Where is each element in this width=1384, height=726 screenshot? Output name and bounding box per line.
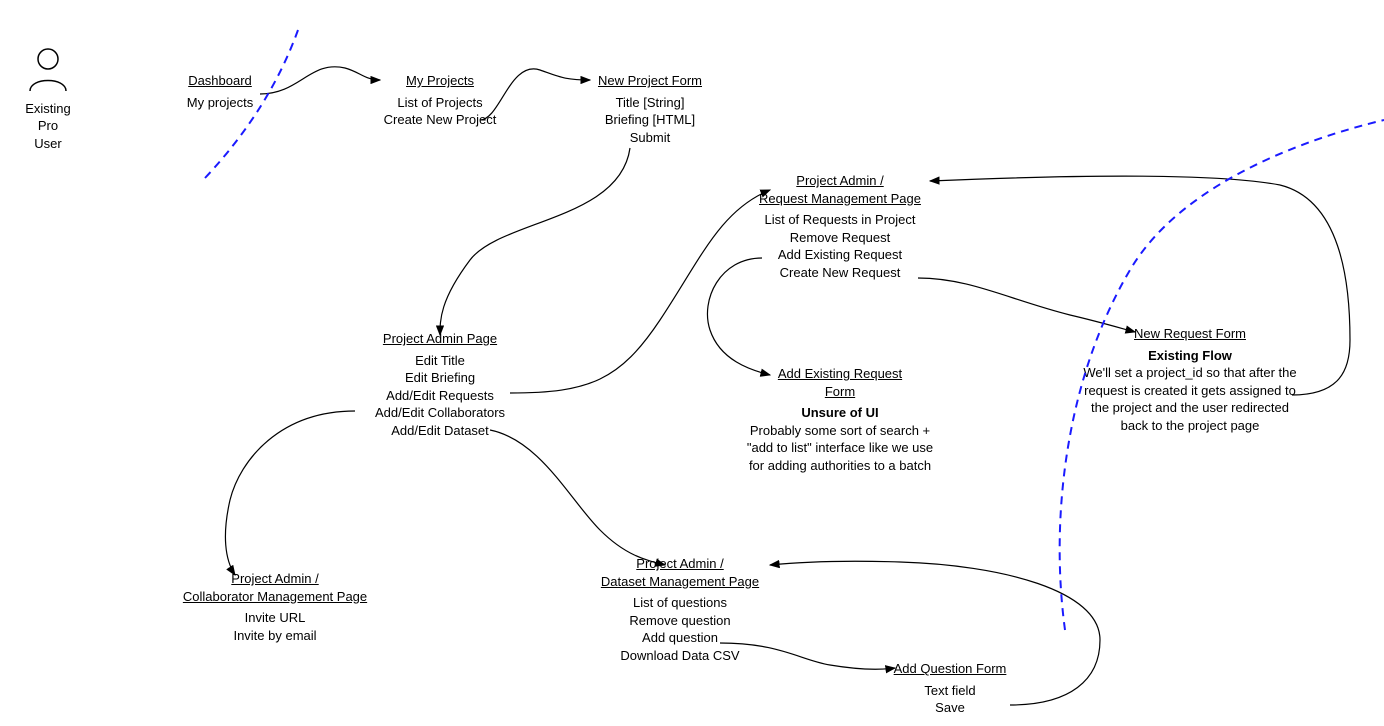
edge-admin-to-dataset (490, 430, 665, 565)
node-title: Add Question Form (870, 660, 1030, 678)
node-item: Title [String] (570, 94, 730, 112)
node-title: Project Admin Page (350, 330, 530, 348)
node-note-bold: Unsure of UI (740, 404, 940, 422)
node-my-projects: My Projects List of Projects Create New … (370, 72, 510, 129)
node-new-project-form: New Project Form Title [String] Briefing… (570, 72, 730, 146)
node-title: Dashboard (160, 72, 280, 90)
node-collaborator-management: Project Admin / Collaborator Management … (155, 570, 395, 644)
node-title: Project Admin / Collaborator Management … (155, 570, 395, 605)
user-icon (20, 45, 76, 95)
node-item: Text field (870, 682, 1030, 700)
node-item: Remove Request (740, 229, 940, 247)
node-dashboard: Dashboard My projects (160, 72, 280, 111)
node-title: New Request Form (1080, 325, 1300, 343)
node-item: Invite by email (155, 627, 395, 645)
node-item: Create New Project (370, 111, 510, 129)
node-item: Download Data CSV (570, 647, 790, 665)
node-item: Create New Request (740, 264, 940, 282)
node-add-existing-request-form: Add Existing Request Form Unsure of UI P… (740, 365, 940, 474)
node-item: Add/Edit Collaborators (350, 404, 530, 422)
node-item: Add question (570, 629, 790, 647)
node-item: Briefing [HTML] (570, 111, 730, 129)
node-title: My Projects (370, 72, 510, 90)
edge-newreq-back-to-reqmgmt-top (930, 176, 1280, 185)
diagram-canvas: Existing Pro User Dashboard My projects … (0, 0, 1384, 726)
node-item: Add/Edit Requests (350, 387, 530, 405)
actor-label: Existing Pro User (20, 100, 76, 153)
node-item: Remove question (570, 612, 790, 630)
edge-admin-to-collab (225, 411, 355, 575)
node-item: Add/Edit Dataset (350, 422, 530, 440)
node-item: My projects (160, 94, 280, 112)
node-request-management: Project Admin / Request Management Page … (740, 172, 940, 281)
node-item: Invite URL (155, 609, 395, 627)
node-note-bold: Existing Flow (1080, 347, 1300, 365)
edge-newproj-to-admin (440, 148, 630, 335)
node-item: Edit Title (350, 352, 530, 370)
node-title: Project Admin / Request Management Page (740, 172, 940, 207)
node-dataset-management: Project Admin / Dataset Management Page … (570, 555, 790, 664)
node-item: Add Existing Request (740, 246, 940, 264)
edge-admin-to-reqmgmt (510, 190, 770, 393)
node-title: Project Admin / Dataset Management Page (570, 555, 790, 590)
node-item: List of Projects (370, 94, 510, 112)
actor-existing-pro-user: Existing Pro User (20, 45, 76, 152)
edge-reqmgmt-create-to-newreq (918, 278, 1135, 332)
node-note: We'll set a project_id so that after the… (1080, 364, 1300, 434)
node-item: List of Requests in Project (740, 211, 940, 229)
node-item: Save (870, 699, 1030, 717)
node-new-request-form: New Request Form Existing Flow We'll set… (1080, 325, 1300, 434)
node-item: List of questions (570, 594, 790, 612)
node-add-question-form: Add Question Form Text field Save (870, 660, 1030, 717)
node-note: Probably some sort of search + "add to l… (740, 422, 940, 475)
node-title: Add Existing Request Form (740, 365, 940, 400)
node-project-admin-page: Project Admin Page Edit Title Edit Brief… (350, 330, 530, 439)
node-item: Submit (570, 129, 730, 147)
node-title: New Project Form (570, 72, 730, 90)
node-item: Edit Briefing (350, 369, 530, 387)
